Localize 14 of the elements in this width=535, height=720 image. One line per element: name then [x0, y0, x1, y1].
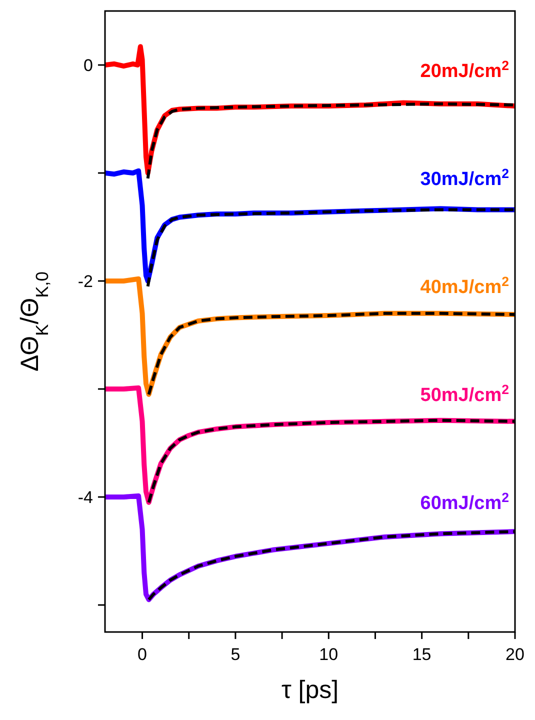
- x-tick-label: 15: [412, 645, 432, 664]
- series-label: 20mJ/cm$^{2}$: [420, 58, 509, 82]
- series-label: 30mJ/cm$^{2}$: [420, 166, 509, 190]
- x-tick-label: 20: [506, 645, 524, 664]
- x-tick-label: 5: [230, 645, 240, 664]
- y-tick-label: -2: [78, 272, 93, 291]
- series-label: 50mJ/cm$^{2}$: [420, 382, 509, 406]
- series-label: 60mJ/cm$^{2}$: [420, 490, 509, 514]
- x-axis-title: τ [ps]: [281, 676, 339, 704]
- series-label: 40mJ/cm$^{2}$: [420, 274, 509, 298]
- y-tick-label: -4: [78, 488, 93, 507]
- y-tick-label: 0: [84, 56, 93, 75]
- x-tick-label: 0: [138, 645, 148, 664]
- x-tick-label: 10: [319, 645, 338, 664]
